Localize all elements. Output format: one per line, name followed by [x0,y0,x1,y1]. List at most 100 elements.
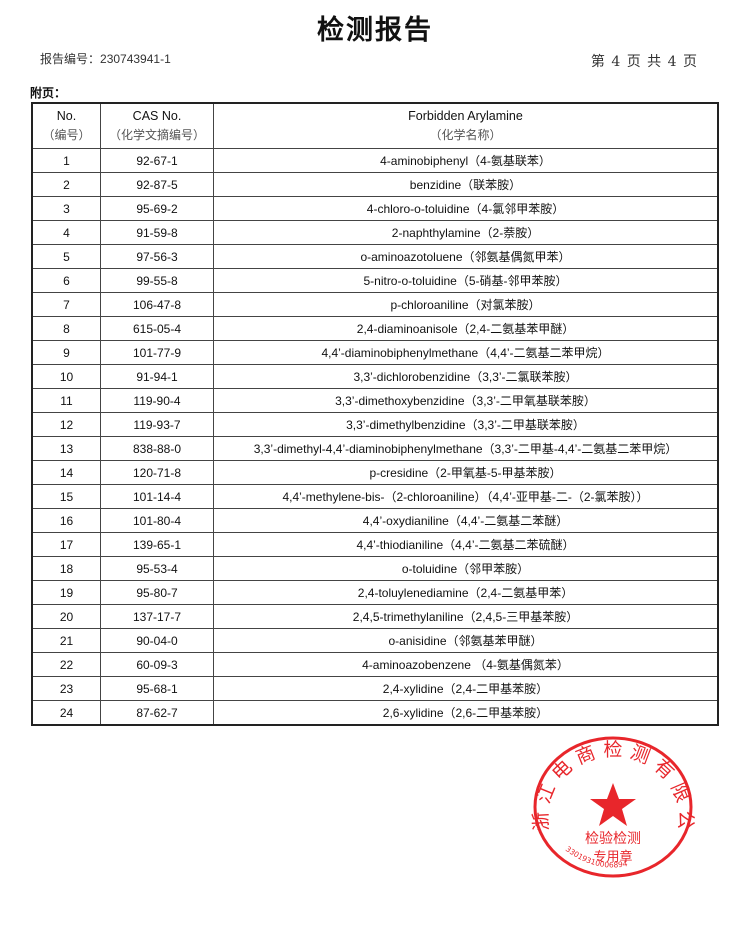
cell-name: 4,4’-methylene-bis-（2-chloroaniline）（4,4… [213,484,719,509]
cell-no: 22 [31,652,101,677]
table-row: 3 95-69-2 4-chloro-o-toluidine（4-氯邻甲苯胺） [31,196,719,221]
cell-name: 2,4,5-trimethylaniline（2,4,5-三甲基苯胺） [213,604,719,629]
cell-name: 2-naphthylamine（2-萘胺） [213,220,719,245]
header-en: CAS No. [132,109,182,123]
cell-name: 4-chloro-o-toluidine（4-氯邻甲苯胺） [213,196,719,221]
cell-name: 2,4-toluylenediamine（2,4-二氨基甲苯） [213,580,719,605]
cell-cas: 106-47-8 [100,292,214,317]
seal-company-text: 浙江电商检测有限公司 [530,735,695,831]
cell-no: 14 [31,460,101,485]
cell-cas: 87-62-7 [100,700,214,726]
header-cn: （编号） [42,128,91,142]
cell-name: o-aminoazotoluene（邻氨基偶氮甲苯） [213,244,719,269]
cell-no: 5 [31,244,101,269]
table-row: 9 101-77-9 4,4’-diaminobiphenylmethane（4,4… [31,340,719,365]
table-row: 2 92-87-5 benzidine（联苯胺） [31,172,719,197]
cell-name: 3,3’-dimethylbenzidine（3,3’-二甲基联苯胺） [213,412,719,437]
table-row: 1 92-67-1 4-aminobiphenyl（4-氨基联苯） [31,148,719,173]
table-row: 6 99-55-8 5-nitro-o-toluidine（5-硝基-邻甲苯胺） [31,268,719,293]
table-row: 15 101-14-4 4,4’-methylene-bis-（2-chloroan… [31,484,719,509]
seal-purpose-line1: 检验检测 [585,831,641,847]
cell-cas: 92-67-1 [100,148,214,173]
header-en: No. [56,109,77,123]
report-title: 检测报告 [317,15,433,46]
cell-no: 3 [31,196,101,221]
cell-no: 2 [31,172,101,197]
cell-name: 3,3’-dimethoxybenzidine（3,3’-二甲氧基联苯胺） [213,388,719,413]
cell-no: 19 [31,580,101,605]
cell-no: 13 [31,436,101,461]
cell-no: 17 [31,532,101,557]
column-header-no: No. （编号） [31,102,101,149]
cell-cas: 99-55-8 [100,268,214,293]
cell-no: 7 [31,292,101,317]
page-info: 第 4 页 共 4 页 [590,54,698,70]
arylamine-table: No. （编号） CAS No. （化学文摘编号） Forbidden Arylam… [31,102,719,726]
table-row: 17 139-65-1 4,4’-thiodianiline（4,4’-二氨基二苯硫… [31,532,719,557]
cell-name: 2,4-xylidine（2,4-二甲基苯胺） [213,676,719,701]
cell-cas: 92-87-5 [100,172,214,197]
cell-name: 5-nitro-o-toluidine（5-硝基-邻甲苯胺） [213,268,719,293]
cell-name: 4,4’-thiodianiline（4,4’-二氨基二苯硫醚） [213,532,719,557]
table-row: 21 90-04-0 o-anisidine（邻氨基苯甲醚） [31,628,719,653]
cell-name: 2,4-diaminoanisole（2,4-二氨基苯甲醚） [213,316,719,341]
appendix-label: 附页： [30,86,67,100]
cell-cas: 95-53-4 [100,556,214,581]
cell-cas: 97-56-3 [100,244,214,269]
cell-cas: 95-80-7 [100,580,214,605]
report-number-value: 230743941-1 [100,52,171,66]
cell-no: 23 [31,676,101,701]
table-row: 24 87-62-7 2,6-xylidine（2,6-二甲基苯胺） [31,700,719,726]
column-header-name: Forbidden Arylamine （化学名称） [213,102,719,149]
cell-cas: 119-93-7 [100,412,214,437]
cell-no: 6 [31,268,101,293]
cell-no: 18 [31,556,101,581]
cell-name: 4-aminobiphenyl（4-氨基联苯） [213,148,719,173]
cell-no: 16 [31,508,101,533]
cell-no: 15 [31,484,101,509]
table-header-row: No. （编号） CAS No. （化学文摘编号） Forbidden Arylam… [31,102,719,149]
table-row: 22 60-09-3 4-aminoazobenzene （4-氨基偶氮苯） [31,652,719,677]
cell-cas: 91-59-8 [100,220,214,245]
cell-no: 12 [31,412,101,437]
table-row: 7 106-47-8 p-chloroaniline（对氯苯胺） [31,292,719,317]
report-number-label: 报告编号： [40,52,101,66]
company-seal: 浙江电商检测有限公司 检验检测 专用章 33019310006894 [530,735,695,878]
table-row: 19 95-80-7 2,4-toluylenediamine（2,4-二氨基甲苯） [31,580,719,605]
cell-cas: 119-90-4 [100,388,214,413]
cell-cas: 139-65-1 [100,532,214,557]
cell-cas: 95-68-1 [100,676,214,701]
table-row: 13 838-88-0 3,3’-dimethyl-4,4’-diaminobiph… [31,436,719,461]
seal-purpose-line2: 专用章 [593,849,632,865]
cell-no: 24 [31,700,101,726]
cell-name: 3,3’-dimethyl-4,4’-diaminobiphenylmethan… [213,436,719,461]
cell-no: 1 [31,148,101,173]
cell-name: p-chloroaniline（对氯苯胺） [213,292,719,317]
cell-name: 2,6-xylidine（2,6-二甲基苯胺） [213,700,719,726]
cell-cas: 101-80-4 [100,508,214,533]
cell-no: 21 [31,628,101,653]
table-row: 20 137-17-7 2,4,5-trimethylaniline（2,4,5-三… [31,604,719,629]
table-row: 10 91-94-1 3,3’-dichlorobenzidine（3,3’-二氯联… [31,364,719,389]
table-row: 23 95-68-1 2,4-xylidine（2,4-二甲基苯胺） [31,676,719,701]
seal-border [533,736,693,878]
cell-no: 9 [31,340,101,365]
report-number: 报告编号：230743941-1 [40,50,171,67]
cell-cas: 90-04-0 [100,628,214,653]
star-icon [590,783,636,826]
cell-no: 4 [31,220,101,245]
cell-no: 10 [31,364,101,389]
column-header-cas: CAS No. （化学文摘编号） [100,102,214,149]
header-en: Forbidden Arylamine [408,109,523,123]
cell-cas: 615-05-4 [100,316,214,341]
header-cn: （化学名称） [429,128,502,142]
table-row: 5 97-56-3 o-aminoazotoluene（邻氨基偶氮甲苯） [31,244,719,269]
cell-no: 8 [31,316,101,341]
cell-cas: 101-77-9 [100,340,214,365]
header-cn: （化学文摘编号） [108,128,205,142]
cell-name: 3,3’-dichlorobenzidine（3,3’-二氯联苯胺） [213,364,719,389]
cell-cas: 95-69-2 [100,196,214,221]
table-row: 8 615-05-4 2,4-diaminoanisole（2,4-二氨基苯甲醚） [31,316,719,341]
cell-name: benzidine（联苯胺） [213,172,719,197]
cell-name: 4,4’-oxydianiline（4,4’-二氨基二苯醚） [213,508,719,533]
